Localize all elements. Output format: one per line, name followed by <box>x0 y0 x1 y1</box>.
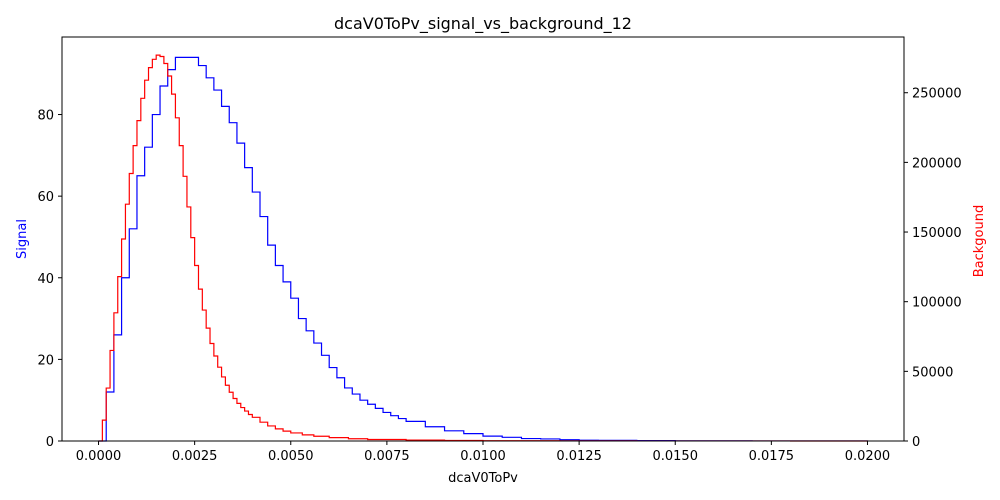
y-left-tick-label: 0 <box>46 435 54 450</box>
y-left-tick-label: 80 <box>37 109 54 124</box>
y-left-axis-ticks: 0 20 40 60 80 <box>37 109 62 450</box>
x-axis-ticks: 0.0000 0.0025 0.0050 0.0075 0.0100 0.0125 0.01… <box>76 441 890 464</box>
y-right-tick-label: 100000 <box>912 296 962 311</box>
y-right-axis-title: Backgound <box>972 205 987 278</box>
series-layer <box>98 54 869 442</box>
y-left-tick-label: 60 <box>37 190 54 205</box>
y-right-tick-label: 50000 <box>912 365 953 380</box>
x-tick-label: 0.0125 <box>556 449 602 464</box>
x-tick-label: 0.0175 <box>749 449 795 464</box>
y-right-tick-label: 200000 <box>912 156 962 171</box>
x-tick-label: 0.0075 <box>364 449 410 464</box>
y-left-tick-label: 20 <box>37 353 54 368</box>
y-right-tick-label: 0 <box>912 435 920 450</box>
x-axis-title: dcaV0ToPv <box>448 471 518 486</box>
y-left-tick-label: 40 <box>37 272 54 287</box>
x-tick-label: 0.0000 <box>76 449 122 464</box>
series-line-backgound <box>98 54 869 442</box>
x-tick-label: 0.0050 <box>268 449 314 464</box>
x-tick-label: 0.0100 <box>460 449 506 464</box>
y-right-tick-label: 150000 <box>912 226 962 241</box>
y-left-axis-title: Signal <box>15 219 30 259</box>
chart-title: dcaV0ToPv_signal_vs_background_12 <box>334 14 632 34</box>
x-tick-label: 0.0025 <box>172 449 218 464</box>
series-line-signal <box>98 56 869 442</box>
y-right-tick-label: 250000 <box>912 87 962 102</box>
x-tick-label: 0.0200 <box>845 449 891 464</box>
x-tick-label: 0.0150 <box>652 449 698 464</box>
y-right-axis-ticks: 0 50000 100000 150000 200000 250000 <box>904 87 962 450</box>
